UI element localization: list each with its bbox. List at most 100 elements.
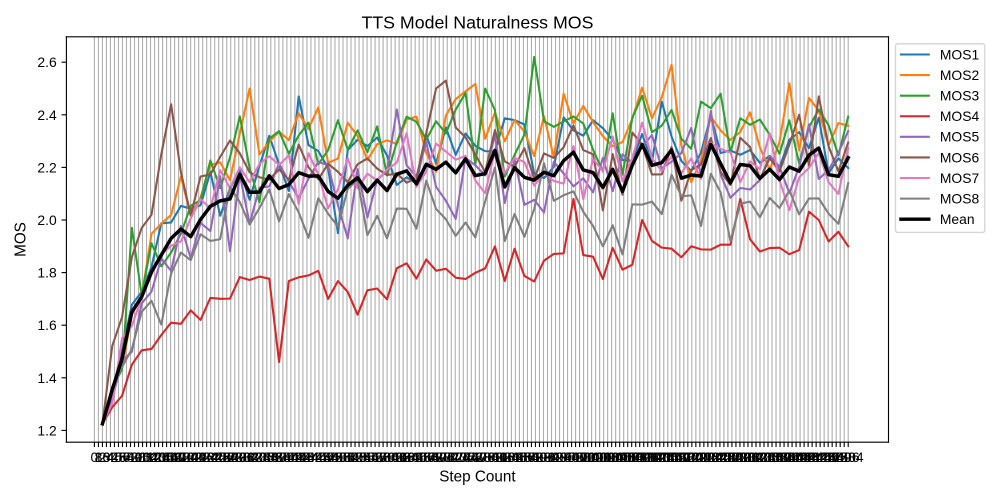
svg-text:136: 136 (151, 449, 174, 465)
svg-text:168: 168 (167, 449, 190, 465)
svg-text:1320: 1320 (741, 449, 772, 465)
svg-text:64: 64 (119, 449, 135, 465)
svg-text:840: 840 (504, 449, 527, 465)
svg-text:480: 480 (323, 449, 346, 465)
svg-text:288: 288 (227, 449, 250, 465)
svg-text:MOS6: MOS6 (940, 149, 980, 165)
svg-text:512: 512 (339, 449, 362, 465)
svg-text:280: 280 (223, 449, 246, 465)
svg-text:464: 464 (315, 449, 338, 465)
svg-text:1.6: 1.6 (37, 317, 57, 333)
svg-text:40: 40 (107, 449, 123, 465)
svg-text:536: 536 (351, 449, 374, 465)
svg-text:424: 424 (295, 449, 318, 465)
svg-text:1176: 1176 (669, 449, 699, 465)
svg-text:928: 928 (548, 449, 571, 465)
svg-text:72: 72 (123, 449, 139, 465)
svg-text:328: 328 (247, 449, 270, 465)
svg-text:1072: 1072 (616, 449, 647, 465)
svg-text:1096: 1096 (628, 449, 659, 465)
svg-text:56: 56 (115, 449, 131, 465)
svg-text:832: 832 (500, 449, 523, 465)
svg-text:1064: 1064 (612, 449, 643, 465)
svg-text:1504: 1504 (833, 449, 864, 465)
svg-text:848: 848 (508, 449, 531, 465)
svg-text:312: 312 (239, 449, 262, 465)
svg-text:1360: 1360 (761, 449, 792, 465)
svg-text:1112: 1112 (637, 449, 666, 465)
svg-text:752: 752 (460, 449, 483, 465)
svg-text:1424: 1424 (793, 449, 824, 465)
svg-text:MOS1: MOS1 (940, 46, 980, 62)
svg-text:MOS: MOS (13, 222, 30, 257)
svg-text:672: 672 (420, 449, 443, 465)
svg-text:912: 912 (540, 449, 563, 465)
svg-text:104: 104 (135, 449, 158, 465)
svg-text:712: 712 (440, 449, 463, 465)
svg-text:152: 152 (159, 449, 182, 465)
svg-text:TTS Model Naturalness MOS: TTS Model Naturalness MOS (361, 12, 593, 32)
svg-text:456: 456 (311, 449, 334, 465)
svg-text:1168: 1168 (665, 449, 695, 465)
svg-text:Step Count: Step Count (439, 468, 516, 485)
svg-text:1160: 1160 (661, 449, 691, 465)
svg-text:824: 824 (496, 449, 519, 465)
svg-text:952: 952 (560, 449, 583, 465)
svg-text:MOS7: MOS7 (940, 170, 980, 186)
svg-text:320: 320 (243, 449, 266, 465)
svg-text:2.2: 2.2 (37, 159, 57, 175)
svg-text:496: 496 (331, 449, 354, 465)
svg-text:1408: 1408 (785, 449, 816, 465)
svg-text:648: 648 (408, 449, 431, 465)
svg-text:1296: 1296 (729, 449, 760, 465)
svg-text:2.0: 2.0 (37, 212, 57, 228)
svg-text:1392: 1392 (777, 449, 808, 465)
svg-text:904: 904 (536, 449, 559, 465)
svg-text:224: 224 (195, 449, 218, 465)
svg-text:1200: 1200 (680, 449, 711, 465)
svg-text:392: 392 (279, 449, 302, 465)
svg-text:936: 936 (552, 449, 575, 465)
svg-text:176: 176 (171, 449, 194, 465)
svg-text:1304: 1304 (733, 449, 764, 465)
svg-text:736: 736 (452, 449, 475, 465)
svg-text:120: 120 (143, 449, 166, 465)
svg-text:80: 80 (127, 449, 143, 465)
svg-text:MOS2: MOS2 (940, 67, 980, 83)
svg-text:1272: 1272 (716, 449, 747, 465)
svg-text:488: 488 (327, 449, 350, 465)
svg-text:MOS5: MOS5 (940, 129, 980, 145)
svg-text:MOS8: MOS8 (940, 190, 980, 206)
svg-text:1288: 1288 (725, 449, 756, 465)
svg-text:1464: 1464 (813, 449, 844, 465)
svg-text:1.8: 1.8 (37, 265, 57, 281)
svg-text:304: 304 (235, 449, 258, 465)
svg-text:240: 240 (203, 449, 226, 465)
svg-text:608: 608 (388, 449, 411, 465)
svg-text:1216: 1216 (688, 449, 719, 465)
svg-text:272: 272 (219, 449, 242, 465)
svg-text:344: 344 (255, 449, 278, 465)
svg-text:1.2: 1.2 (37, 422, 57, 438)
svg-text:1368: 1368 (765, 449, 796, 465)
svg-text:8: 8 (95, 449, 103, 465)
svg-text:1016: 1016 (588, 449, 619, 465)
svg-text:1192: 1192 (677, 449, 707, 465)
svg-text:88: 88 (131, 449, 147, 465)
svg-text:760: 760 (464, 449, 487, 465)
svg-text:1352: 1352 (757, 449, 788, 465)
svg-text:144: 144 (155, 449, 178, 465)
svg-text:448: 448 (307, 449, 330, 465)
svg-text:560: 560 (364, 449, 387, 465)
svg-text:584: 584 (376, 449, 399, 465)
svg-text:888: 888 (528, 449, 551, 465)
svg-text:160: 160 (163, 449, 186, 465)
svg-text:720: 720 (444, 449, 467, 465)
svg-text:1264: 1264 (712, 449, 743, 465)
svg-text:552: 552 (359, 449, 382, 465)
svg-text:1416: 1416 (789, 449, 820, 465)
svg-text:576: 576 (372, 449, 395, 465)
svg-text:984: 984 (576, 449, 599, 465)
svg-text:1432: 1432 (797, 449, 828, 465)
svg-text:528: 528 (347, 449, 370, 465)
